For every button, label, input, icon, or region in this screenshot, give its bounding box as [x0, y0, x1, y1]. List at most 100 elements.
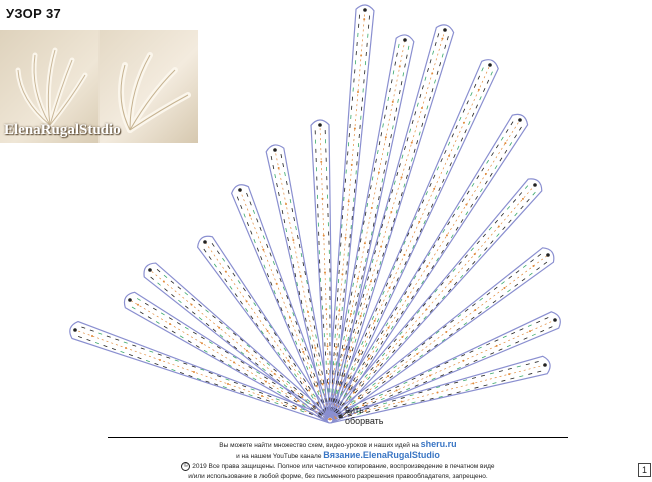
- finger-center: [329, 184, 536, 421]
- stitch-mark: [411, 157, 413, 162]
- youtube-link[interactable]: Вязание.ElenaRugalStudio: [323, 449, 440, 460]
- stitch-mark: [373, 167, 376, 172]
- stitch-mark: [377, 149, 379, 154]
- stitch-mark: [291, 407, 296, 410]
- stitch-mark: [390, 226, 393, 231]
- stitch-mark: [353, 273, 356, 278]
- stitch-mark: [357, 349, 361, 354]
- stitch-mark: [418, 131, 421, 136]
- stitch-dot: [387, 375, 390, 377]
- stitch-mark: [278, 339, 282, 344]
- stitch-mark: [428, 369, 433, 372]
- stitch-mark: [352, 377, 356, 382]
- stitch-dot: [448, 154, 451, 157]
- stitch-dot: [324, 271, 326, 274]
- finger-outline: [143, 262, 333, 423]
- stitch-mark: [353, 328, 355, 333]
- stitch-mark: [335, 398, 338, 403]
- stitch-mark: [374, 213, 377, 218]
- stitch-mark: [384, 301, 388, 306]
- stitch-mark: [456, 367, 461, 370]
- stitch-mark: [231, 388, 236, 391]
- stitch-mark: [436, 166, 440, 171]
- stitch-mark: [493, 286, 498, 290]
- stitch-mark: [371, 258, 374, 263]
- stitch-dot: [474, 309, 477, 311]
- stitch-mark: [253, 302, 257, 307]
- stitch-mark: [279, 386, 284, 390]
- stitch-mark: [250, 388, 255, 391]
- stitch-mark: [464, 308, 469, 312]
- stitch-mark: [396, 257, 399, 262]
- stitch-mark: [501, 281, 505, 285]
- stitch-mark: [356, 256, 359, 261]
- stitch-mark: [423, 220, 426, 225]
- stitch-mark: [300, 253, 303, 258]
- stitch-mark: [131, 306, 136, 310]
- stitch-mark: [515, 270, 520, 274]
- stitch-mark: [369, 267, 372, 272]
- stitch-mark: [295, 226, 297, 231]
- stitch-dot: [384, 136, 387, 139]
- finger-outline: [326, 113, 529, 422]
- stitch-mark: [225, 378, 230, 381]
- stitch-dot: [349, 349, 352, 352]
- stitch-mark: [266, 337, 270, 342]
- stitch-mark: [240, 361, 245, 364]
- stitch-mark: [256, 371, 261, 375]
- stitch-mark: [416, 140, 419, 145]
- stitch-mark: [486, 292, 491, 296]
- stitch-dot: [137, 303, 139, 306]
- stitch-mark: [365, 342, 368, 347]
- stitch-mark: [282, 359, 286, 363]
- stitch-mark: [226, 326, 230, 330]
- stitch-dot: [532, 265, 535, 267]
- stitch-mark: [449, 333, 453, 337]
- stitch-mark: [411, 359, 416, 363]
- stitch-mark: [476, 175, 480, 180]
- stitch-mark: [140, 347, 145, 350]
- stitch-mark: [419, 354, 424, 358]
- stitch-mark: [315, 362, 318, 367]
- stitch-mark: [465, 363, 470, 366]
- stitch-mark: [544, 317, 549, 320]
- stitch-mark: [371, 231, 373, 236]
- stitch-dot: [339, 384, 342, 387]
- copyright-icon: ©: [181, 462, 191, 471]
- stitch-mark: [219, 271, 223, 275]
- stitch-mark: [449, 162, 452, 167]
- stitch-mark: [348, 414, 353, 417]
- stitch-mark: [292, 405, 297, 408]
- stitch-mark: [200, 336, 205, 340]
- stitch-mark: [268, 324, 272, 329]
- stitch-mark: [286, 181, 288, 186]
- stitch-mark: [77, 336, 82, 339]
- stitch-mark: [426, 349, 431, 353]
- crochet-fan-diagram: [69, 4, 561, 424]
- stitch-mark: [519, 126, 522, 131]
- stitch-mark: [478, 254, 482, 258]
- stitch-mark: [355, 320, 358, 325]
- stitch-dot: [308, 389, 311, 392]
- stitch-mark: [399, 331, 403, 336]
- stitch-mark: [501, 379, 506, 382]
- stitch-mark: [343, 336, 345, 341]
- stitch-dot: [218, 326, 221, 329]
- stitch-mark: [440, 374, 445, 377]
- stitch-mark: [380, 310, 384, 315]
- stitch-mark: [419, 228, 423, 233]
- stitch-mark: [380, 330, 384, 335]
- site-link[interactable]: sheru.ru: [420, 439, 457, 449]
- stitch-mark: [188, 375, 193, 378]
- stitch-mark: [170, 280, 175, 284]
- stitch-mark: [475, 196, 478, 200]
- stitch-mark: [386, 151, 389, 156]
- stitch-mark: [340, 391, 343, 396]
- stitch-mark: [371, 345, 375, 350]
- stitch-mark: [456, 327, 460, 331]
- stitch-dot: [287, 359, 290, 362]
- stitch-mark: [310, 407, 315, 411]
- stitch-mark: [392, 125, 394, 130]
- stitch-mark: [233, 381, 238, 384]
- stitch-mark: [224, 278, 228, 283]
